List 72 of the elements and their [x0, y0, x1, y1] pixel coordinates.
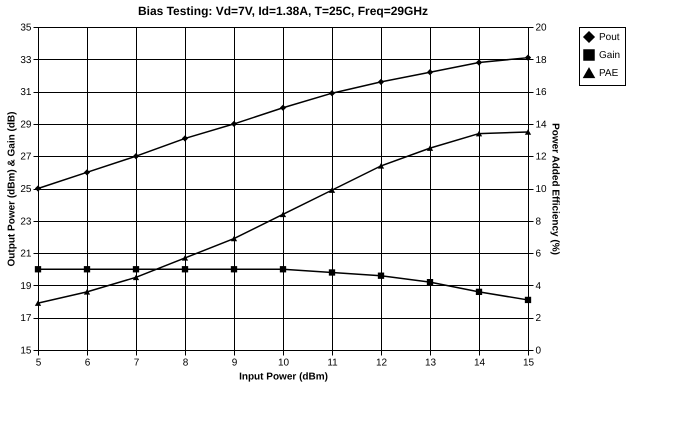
point: [84, 169, 90, 176]
point: [476, 288, 482, 296]
y2-tick-label: 4: [536, 280, 542, 292]
point: [34, 300, 42, 306]
legend-label: Gain: [599, 50, 620, 61]
point: [524, 296, 532, 304]
point: [132, 274, 140, 280]
x-tick-label: 14: [474, 358, 486, 368]
chart-title: Bias Testing: Vd=7V, Id=1.38A, T=25C, Freq=29GHz: [138, 4, 428, 18]
y2-tick-label: 0: [536, 346, 542, 356]
y2-tick-label: 6: [536, 248, 542, 260]
point: [426, 145, 434, 151]
point: [230, 120, 238, 128]
x-tick-label: 9: [232, 358, 238, 368]
point: [476, 130, 482, 136]
point: [132, 153, 140, 160]
x-tick-label: 10: [278, 358, 290, 368]
x-tick-label: 5: [36, 358, 42, 368]
point: [280, 212, 286, 218]
x-tick-label: 15: [522, 358, 534, 368]
y2-tick-label: 12: [536, 152, 548, 163]
point: [524, 54, 532, 61]
legend-label: Pout: [599, 32, 620, 43]
y-tick-label: 19: [20, 280, 32, 292]
point: [84, 289, 90, 295]
x-tick-label: 11: [327, 358, 338, 368]
point: [84, 266, 90, 272]
point: [182, 266, 188, 272]
point: [280, 266, 286, 272]
point: [378, 163, 384, 169]
point: [280, 104, 286, 111]
point: [182, 255, 188, 261]
y2-tick-label: 18: [536, 54, 548, 66]
y-tick-label: 35: [20, 22, 32, 34]
y2-axis-title: Power Added Efficiency (%): [550, 123, 561, 255]
y2-tick-label: 16: [536, 87, 548, 98]
x-tick-label: 12: [376, 358, 388, 368]
y2-tick-label: 8: [536, 216, 542, 228]
y-tick-label: 27: [20, 152, 32, 163]
y-tick-label: 29: [20, 119, 32, 130]
x-tick-label: 7: [134, 358, 140, 368]
point: [378, 272, 384, 279]
point: [476, 59, 482, 66]
x-tick-label: 6: [84, 358, 91, 368]
y-tick-label: 31: [20, 87, 32, 98]
point: [328, 90, 336, 96]
x-axis-title: Input Power (dBm): [239, 372, 328, 382]
y2-tick-label: 14: [536, 119, 548, 130]
y2-tick-label: 20: [536, 22, 548, 34]
point: [426, 69, 434, 76]
y-tick-label: 17: [20, 313, 32, 324]
y-tick-label: 25: [20, 184, 32, 195]
point: [378, 78, 384, 86]
point: [426, 279, 434, 286]
y-tick-label: 23: [20, 216, 32, 228]
point: [230, 236, 238, 242]
x-tick-label: 8: [182, 358, 189, 368]
y-tick-label: 15: [20, 346, 32, 356]
point: [230, 266, 238, 272]
point: [132, 266, 140, 272]
y-tick-label: 21: [20, 248, 32, 260]
point: [524, 129, 532, 135]
legend-label: PAE: [599, 68, 619, 79]
y2-tick-label: 10: [536, 184, 548, 195]
y-tick-label: 33: [20, 54, 32, 66]
x-tick-label: 13: [424, 358, 436, 368]
point: [34, 266, 42, 272]
point: [328, 187, 336, 193]
y-axis-title: Output Power (dBm) & Gain (dB): [6, 112, 18, 266]
y2-tick-label: 2: [536, 313, 542, 324]
point: [182, 135, 188, 142]
point: [328, 269, 336, 276]
